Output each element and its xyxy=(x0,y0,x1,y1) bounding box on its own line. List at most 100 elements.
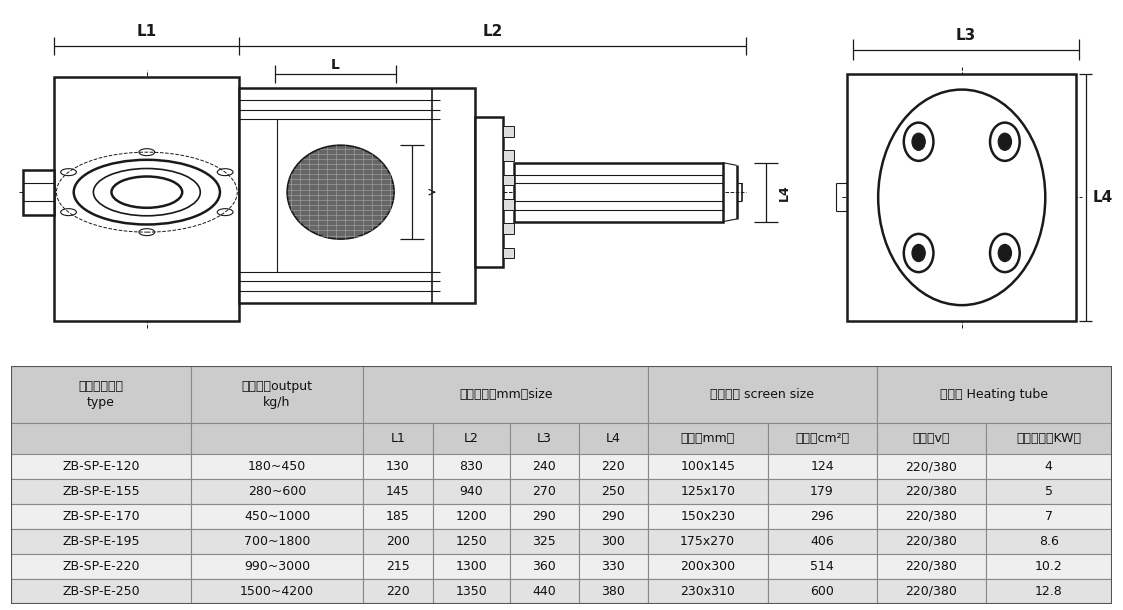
Bar xyxy=(364,423,432,454)
Text: 7: 7 xyxy=(1044,510,1052,523)
Bar xyxy=(877,529,986,554)
Text: 360: 360 xyxy=(532,560,556,573)
Bar xyxy=(986,579,1112,604)
Text: L4: L4 xyxy=(777,184,791,201)
Text: 4: 4 xyxy=(1044,460,1052,473)
Bar xyxy=(648,504,767,529)
Bar xyxy=(364,454,432,479)
Bar xyxy=(578,529,648,554)
Circle shape xyxy=(904,123,933,161)
Text: 产品规格型号
type: 产品规格型号 type xyxy=(79,380,124,409)
Text: 124: 124 xyxy=(810,460,833,473)
Text: ZB-SP-E-155: ZB-SP-E-155 xyxy=(62,485,139,498)
Bar xyxy=(767,554,877,579)
Text: 1300: 1300 xyxy=(455,560,487,573)
Bar xyxy=(432,479,510,504)
Bar xyxy=(986,423,1112,454)
Text: 滤网尺寸 screen size: 滤网尺寸 screen size xyxy=(710,388,814,401)
Bar xyxy=(432,423,510,454)
Text: L1: L1 xyxy=(391,432,405,445)
Text: 200x300: 200x300 xyxy=(681,560,736,573)
Text: 514: 514 xyxy=(810,560,834,573)
Bar xyxy=(877,423,986,454)
Text: 220/380: 220/380 xyxy=(905,535,957,548)
Bar xyxy=(767,579,877,604)
Bar xyxy=(502,151,514,161)
Text: 10.2: 10.2 xyxy=(1034,560,1062,573)
Bar xyxy=(364,479,432,504)
Ellipse shape xyxy=(287,145,394,239)
Bar xyxy=(510,529,578,554)
Circle shape xyxy=(912,245,925,262)
Bar xyxy=(191,504,364,529)
Bar xyxy=(22,170,54,215)
Bar xyxy=(191,423,364,454)
Text: L4: L4 xyxy=(1093,190,1113,205)
Text: ZB-SP-E-220: ZB-SP-E-220 xyxy=(62,560,139,573)
Bar xyxy=(191,454,364,479)
Text: 加热功率（KW）: 加热功率（KW） xyxy=(1016,432,1081,445)
Bar xyxy=(475,117,502,267)
Text: 220/380: 220/380 xyxy=(905,560,957,573)
Bar xyxy=(54,77,239,321)
Text: 适用产量output
kg/h: 适用产量output kg/h xyxy=(241,380,312,409)
Bar xyxy=(578,479,648,504)
Text: L3: L3 xyxy=(537,432,551,445)
Bar xyxy=(510,504,578,529)
Text: 220/380: 220/380 xyxy=(905,460,957,473)
Bar xyxy=(191,529,364,554)
Bar xyxy=(877,454,986,479)
Text: 280~600: 280~600 xyxy=(248,485,307,498)
Bar xyxy=(191,366,364,423)
Bar xyxy=(502,199,514,210)
Bar xyxy=(364,529,432,554)
Bar xyxy=(364,504,432,529)
Bar xyxy=(986,529,1112,554)
Text: L1: L1 xyxy=(137,24,157,39)
Text: ZB-SP-E-250: ZB-SP-E-250 xyxy=(62,585,139,598)
Bar xyxy=(986,479,1112,504)
Bar xyxy=(11,579,191,604)
Text: 1350: 1350 xyxy=(455,585,487,598)
Text: 270: 270 xyxy=(532,485,556,498)
Bar xyxy=(648,479,767,504)
Text: 150x230: 150x230 xyxy=(681,510,736,523)
Bar xyxy=(502,223,514,234)
Text: 180~450: 180~450 xyxy=(248,460,307,473)
Bar xyxy=(578,454,648,479)
Text: 380: 380 xyxy=(602,585,626,598)
Bar xyxy=(432,579,510,604)
Bar xyxy=(510,423,578,454)
Text: 5: 5 xyxy=(1044,485,1052,498)
Text: 296: 296 xyxy=(810,510,833,523)
Text: 220/380: 220/380 xyxy=(905,485,957,498)
Bar xyxy=(847,74,1076,321)
Circle shape xyxy=(998,245,1012,262)
Text: 125x170: 125x170 xyxy=(681,485,736,498)
Text: 面积（cm²）: 面积（cm²） xyxy=(795,432,849,445)
Text: 8.6: 8.6 xyxy=(1039,535,1059,548)
Circle shape xyxy=(912,133,925,150)
Text: L: L xyxy=(331,58,340,72)
Text: 电压（v）: 电压（v） xyxy=(912,432,950,445)
Text: 440: 440 xyxy=(532,585,556,598)
Bar xyxy=(364,579,432,604)
Text: 290: 290 xyxy=(532,510,556,523)
Text: L3: L3 xyxy=(956,27,976,43)
Bar xyxy=(648,579,767,604)
Bar xyxy=(877,479,986,504)
Text: 12.8: 12.8 xyxy=(1034,585,1062,598)
Bar xyxy=(239,88,475,303)
Bar xyxy=(510,479,578,504)
Text: 250: 250 xyxy=(602,485,626,498)
Text: L2: L2 xyxy=(483,24,503,39)
Bar xyxy=(648,366,877,423)
Bar xyxy=(191,554,364,579)
Bar xyxy=(432,529,510,554)
Bar xyxy=(432,454,510,479)
Bar xyxy=(514,163,723,221)
Bar xyxy=(11,554,191,579)
Bar xyxy=(11,366,191,423)
Bar xyxy=(648,554,767,579)
Bar xyxy=(11,504,191,529)
